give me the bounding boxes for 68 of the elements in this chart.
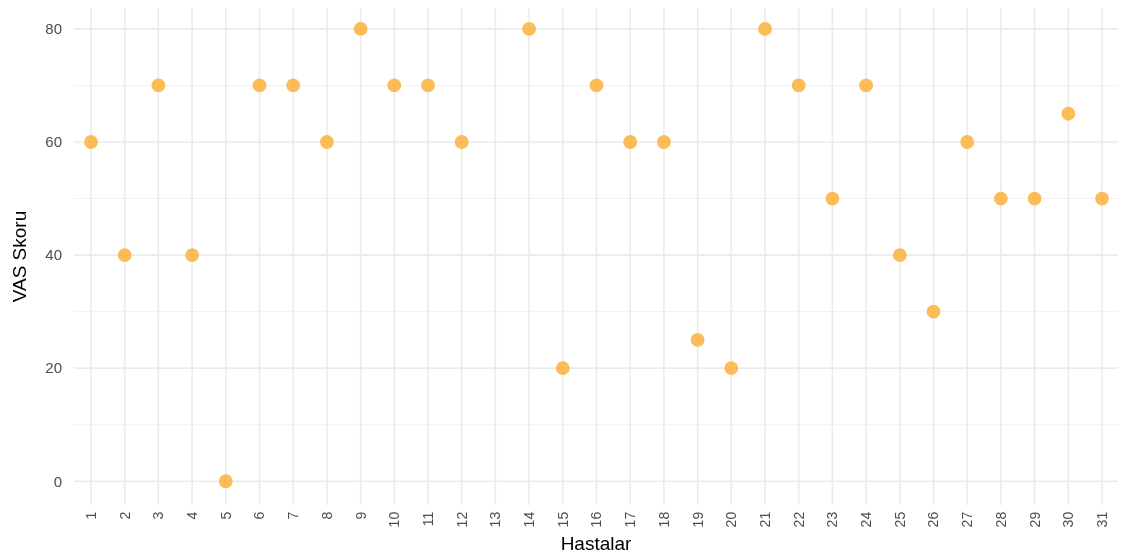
point — [859, 78, 874, 93]
x-tick-label: 18 — [655, 511, 672, 528]
x-tick-label: 14 — [521, 511, 538, 528]
point — [724, 361, 739, 376]
point — [117, 248, 132, 262]
x-tick-label: 13 — [487, 511, 504, 528]
y-tick-label: 60 — [45, 133, 62, 151]
point — [555, 361, 570, 376]
x-tick-label: 12 — [453, 511, 470, 528]
x-tick-label: 31 — [1093, 511, 1110, 528]
x-tick-label: 10 — [386, 511, 403, 528]
x-tick-label: 6 — [251, 511, 268, 520]
x-tick-label: 9 — [352, 511, 369, 520]
x-tick-label: 15 — [554, 511, 571, 528]
point — [690, 333, 705, 347]
point — [623, 135, 638, 149]
point — [1095, 191, 1109, 206]
point — [454, 135, 469, 149]
point — [993, 191, 1008, 206]
x-tick-label: 16 — [588, 511, 605, 528]
x-tick-label: 3 — [150, 511, 167, 520]
x-axis-title: Hastalar — [560, 533, 633, 554]
x-tick-label: 11 — [419, 511, 436, 527]
x-tick-label: 1 — [82, 511, 99, 520]
point — [286, 78, 301, 93]
point — [758, 22, 772, 36]
x-tick-label: 7 — [285, 511, 302, 520]
point — [1061, 106, 1076, 121]
point — [421, 78, 435, 93]
point — [319, 135, 334, 149]
point — [185, 248, 200, 262]
x-tick-label: 30 — [1060, 511, 1077, 528]
point — [522, 22, 537, 36]
x-tick-label: 19 — [689, 511, 706, 528]
point — [1027, 191, 1042, 206]
point — [791, 78, 806, 93]
x-tick-label: 17 — [622, 511, 639, 528]
point — [252, 78, 267, 93]
point — [656, 135, 671, 149]
x-tick-label: 2 — [116, 511, 133, 520]
point — [926, 304, 941, 319]
point — [960, 135, 975, 149]
y-tick-label: 80 — [45, 20, 62, 38]
x-tick-label: 29 — [1026, 511, 1043, 528]
y-axis-title: VAS Skoru — [9, 210, 30, 303]
x-tick-label: 4 — [184, 511, 201, 520]
x-tick-label: 25 — [891, 511, 908, 528]
x-tick-label: 20 — [723, 511, 740, 528]
y-tick-label: 40 — [45, 246, 62, 264]
y-tick-label: 0 — [53, 472, 62, 490]
x-tick-label: 5 — [217, 511, 234, 520]
x-tick-label: 26 — [925, 511, 942, 528]
point — [151, 78, 166, 93]
point — [825, 191, 840, 206]
x-tick-label: 23 — [824, 511, 841, 528]
x-tick-label: 22 — [790, 511, 807, 528]
x-tick-label: 8 — [318, 511, 335, 520]
point — [589, 78, 604, 93]
point — [353, 22, 368, 36]
x-tick-label: 21 — [756, 511, 773, 528]
point — [218, 474, 233, 489]
y-tick-label: 20 — [45, 359, 62, 377]
point — [892, 248, 907, 262]
x-tick-label: 28 — [992, 511, 1009, 528]
x-tick-label: 24 — [858, 511, 875, 528]
point — [84, 135, 98, 149]
point — [387, 78, 402, 93]
x-tick-label: 27 — [959, 511, 976, 528]
